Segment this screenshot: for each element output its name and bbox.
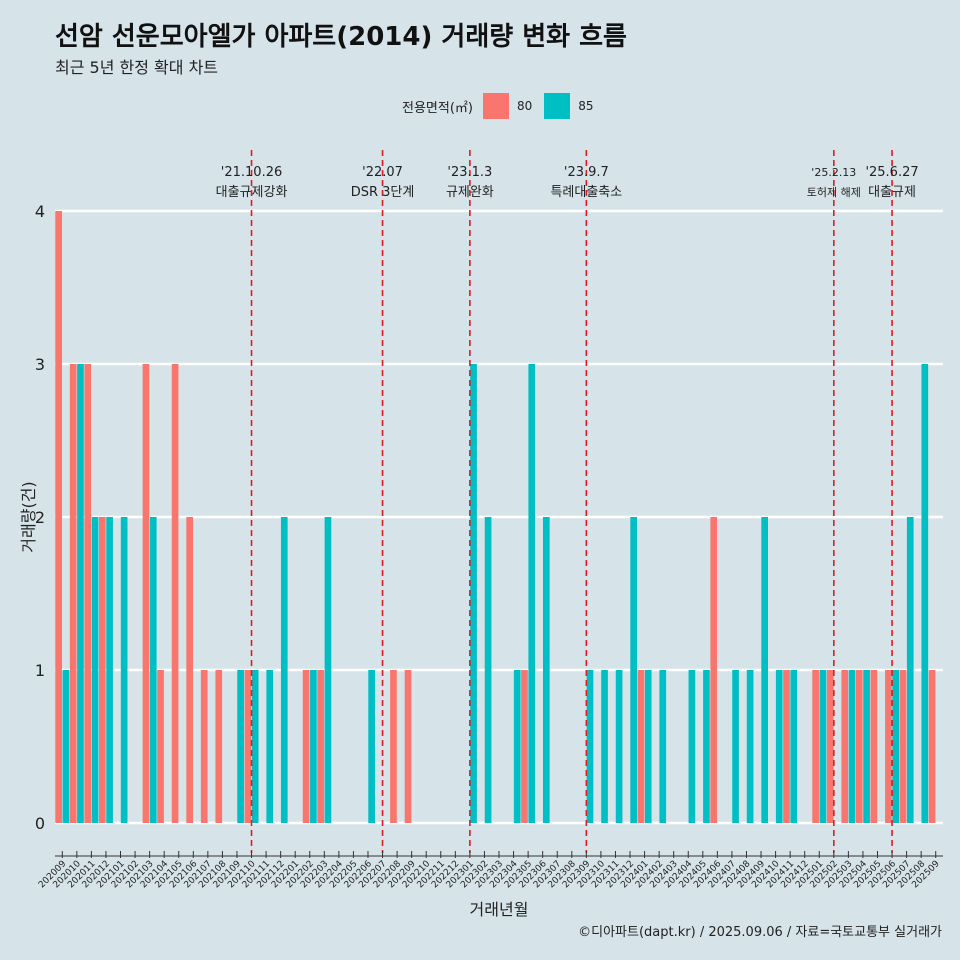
bar-85 (120, 517, 128, 823)
bar-85 (280, 517, 288, 823)
y-tick-label: 4 (35, 202, 45, 221)
bar-85 (761, 517, 769, 823)
bar-85 (921, 364, 929, 823)
event-date: '22.07 (362, 165, 403, 180)
bar-85 (251, 670, 259, 823)
bar-80 (186, 517, 193, 823)
bar-85 (542, 517, 550, 823)
bar-85 (528, 364, 536, 823)
event-label: 특례대출축소 (550, 185, 622, 200)
bar-85 (819, 670, 827, 823)
event-label: DSR 3단계 (351, 185, 415, 200)
bar-80 (928, 670, 936, 823)
bar-85 (659, 670, 667, 823)
bar-80 (855, 670, 863, 823)
bar-85 (746, 670, 754, 823)
event-date: '25.6.27 (865, 165, 918, 180)
bar-80 (317, 670, 325, 823)
bar-85 (237, 670, 244, 823)
bar-85 (863, 670, 870, 823)
y-axis-title: 거래량(건) (19, 481, 38, 552)
event-label: 규제완화 (446, 185, 494, 200)
bar-85 (586, 670, 594, 823)
event-date: '25.2.13 (811, 166, 856, 179)
bar-85 (906, 517, 914, 823)
bar-85 (848, 670, 856, 823)
bar-80 (404, 670, 412, 823)
event-label: 대출규제 (868, 185, 916, 200)
bar-85 (630, 517, 637, 823)
event-date: '23.9.7 (564, 165, 609, 180)
bar-80 (710, 517, 718, 823)
bar-85 (644, 670, 652, 823)
bar-80 (521, 670, 528, 823)
bar-85 (149, 517, 157, 823)
legend-label-80: 80 (516, 99, 533, 113)
bar-85 (91, 517, 99, 823)
chart-title: 선암 선운모아엘가 아파트(2014) 거래량 변화 흐름 (55, 22, 627, 52)
event-label: 대출규제강화 (216, 185, 288, 200)
bar-80 (637, 670, 645, 823)
bar-85 (775, 670, 783, 823)
bar-80 (783, 670, 790, 823)
legend-swatch-80 (482, 93, 509, 119)
x-axis-title: 거래년월 (470, 900, 529, 919)
bar-80 (157, 670, 164, 823)
bar-85 (892, 670, 900, 823)
bar-80 (200, 670, 208, 823)
bar-80 (812, 670, 819, 823)
chart-subtitle: 최근 5년 한정 확대 차트 (55, 58, 219, 77)
bar-80 (302, 670, 310, 823)
bar-85 (106, 517, 113, 823)
bar-85 (470, 364, 477, 823)
bar-85 (601, 670, 608, 823)
bar-80 (885, 670, 892, 823)
bar-85 (62, 670, 70, 823)
bar-80 (826, 670, 834, 823)
bar-85 (513, 670, 521, 823)
legend: 전용면적(㎡) 80 85 (402, 93, 606, 119)
bar-80 (899, 670, 907, 823)
bar-80 (84, 364, 92, 823)
bar-85 (615, 670, 623, 823)
bar-80 (55, 211, 62, 823)
legend-swatch-85 (544, 93, 571, 119)
bar-85 (790, 670, 798, 823)
bar-80 (142, 364, 150, 823)
bar-80 (171, 364, 179, 823)
bar-85 (732, 670, 739, 823)
y-tick-label: 3 (35, 355, 45, 374)
bar-85 (688, 670, 696, 823)
bar-85 (77, 364, 84, 823)
source-caption: ©디아파트(dapt.kr) / 2025.09.06 / 자료=국토교통부 실… (578, 925, 942, 940)
y-tick-label: 0 (35, 814, 45, 833)
event-date: '23.1.3 (447, 165, 492, 180)
legend-title: 전용면적(㎡) (402, 100, 473, 116)
bar-85 (484, 517, 492, 823)
bar-85 (368, 670, 375, 823)
bar-80 (69, 364, 77, 823)
bar-85 (324, 517, 332, 823)
bar-80 (244, 670, 252, 823)
bar-85 (703, 670, 710, 823)
bar-85 (266, 670, 274, 823)
y-tick-label: 2 (35, 508, 45, 527)
bar-80 (390, 670, 397, 823)
legend-label-85: 85 (578, 99, 594, 113)
event-label: 토허제 해제 (807, 185, 861, 199)
bar-80 (215, 670, 223, 823)
y-tick-label: 1 (35, 661, 45, 680)
bar-85 (310, 670, 317, 823)
bar-80 (98, 517, 106, 823)
bar-80 (841, 670, 849, 823)
bar-80 (870, 670, 878, 823)
event-date: '21.10.26 (221, 165, 282, 180)
